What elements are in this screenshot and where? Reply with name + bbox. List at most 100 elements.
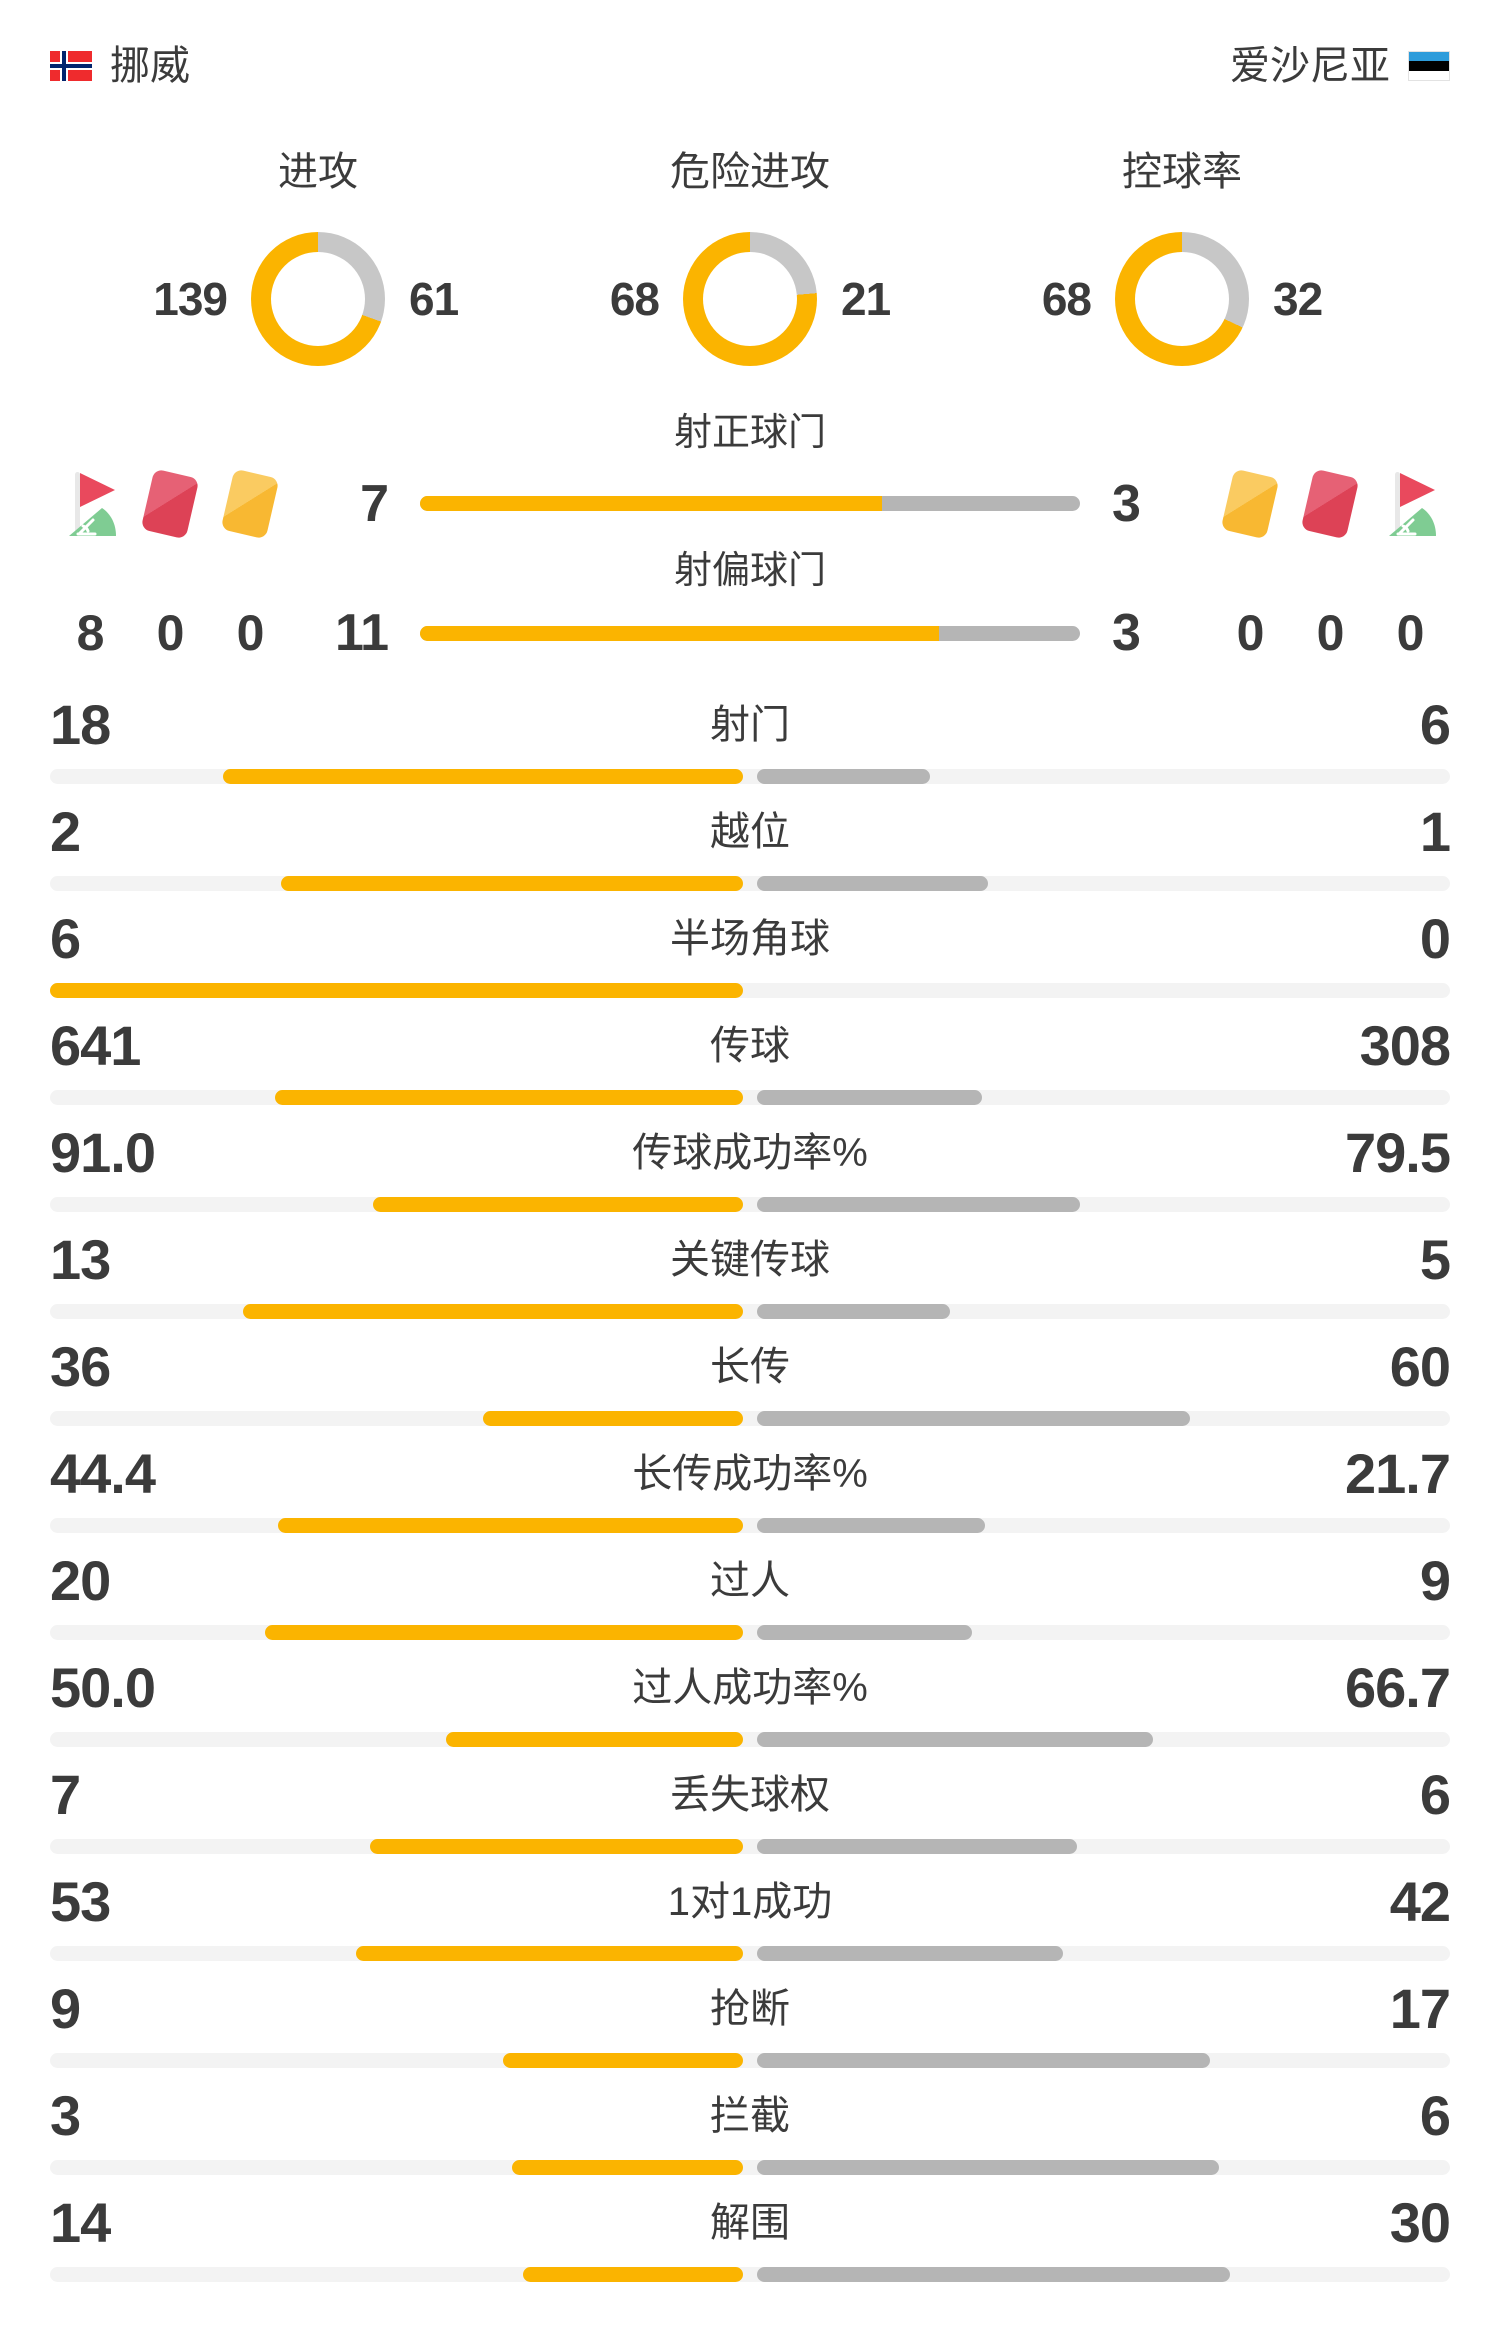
stat-label: 长传成功率% [632,1452,868,1496]
stat-away-bar [757,2160,1219,2175]
donut-hole [271,252,365,346]
donut-title: 控球率 [1122,150,1242,194]
donut-chart [251,232,385,366]
stat-bar-track [50,1411,1450,1426]
shots-on-target-bar [420,496,1080,511]
corner-flag-icon [1370,466,1450,542]
stat-away-bar [757,769,931,784]
stat-away-bar [757,2267,1230,2282]
stat-bar-track [50,2267,1450,2282]
donut-hole [1135,252,1229,346]
stat-away-value: 60 [1389,1335,1451,1398]
stats-list: 18 射门 6 2 越位 1 6 半场角球 0 [0,683,1500,2288]
header: 挪威 爱沙尼亚 [0,0,1500,86]
stat-home-bar [512,2160,743,2175]
away-team: 爱沙尼亚 [1230,46,1450,86]
stat-row: 2 越位 1 [0,790,1500,897]
stat-row: 20 过人 9 [0,1539,1500,1646]
stat-home-bar [522,2267,743,2282]
stat-away-bar [757,1197,1081,1212]
stat-home-bar [242,1304,743,1319]
stat-bar-track [50,1839,1450,1854]
shots-off-target-home: 11 [335,604,389,662]
home-team-name: 挪威 [110,44,190,88]
stat-away-value: 9 [1419,1549,1451,1612]
stat-bar-track [50,1518,1450,1533]
shots-off-target-bar-fill [420,625,939,641]
stat-away-value: 6 [1419,2084,1451,2147]
stat-label: 过人成功率% [632,1666,868,1710]
stat-row: 13 关键传球 5 [0,1218,1500,1325]
stat-label: 拦截 [710,2094,790,2138]
shots-on-target-title: 射正球门 [673,412,826,454]
stat-home-bar [483,1411,743,1426]
away-discipline-icons [1210,466,1450,542]
stat-home-value: 6 [50,907,81,970]
donut-home-value: 68 [1041,273,1092,325]
stat-home-value: 44.4 [50,1442,156,1505]
stat-home-bar [356,1946,743,1961]
home-discipline-icons [50,466,290,542]
norway-flag-icon [50,51,92,81]
stat-away-bar [757,1732,1154,1747]
home-red-cards-value: 0 [156,605,185,661]
stat-home-value: 2 [50,800,81,863]
stat-home-bar [369,1839,743,1854]
home-team: 挪威 [50,46,190,86]
donut-chart [1115,232,1249,366]
stat-label: 解围 [710,2201,790,2245]
donut-home-value: 139 [153,273,228,325]
stat-away-value: 0 [1419,907,1451,970]
stat-away-value: 42 [1389,1870,1451,1933]
stat-home-value: 18 [50,693,111,756]
corner-flag-icon [50,466,130,542]
stat-label: 越位 [710,810,790,854]
stat-label: 1对1成功 [667,1880,833,1924]
stat-away-value: 17 [1389,1977,1451,2040]
stat-home-value: 13 [50,1228,111,1291]
shots-off-target-title: 射偏球门 [673,549,826,592]
donut-away-value: 21 [841,273,891,325]
donut-title: 进攻 [278,150,358,194]
stat-row: 36 长传 60 [0,1325,1500,1432]
stat-row: 9 抢断 17 [0,1967,1500,2074]
stat-away-bar [757,1411,1191,1426]
stat-away-bar [757,2053,1211,2068]
stat-row: 44.4 长传成功率% 21.7 [0,1432,1500,1539]
donut-attacks: 进攻 139 61 [147,148,489,366]
stat-away-value: 1 [1419,800,1451,863]
stat-bar-track [50,769,1450,784]
estonia-flag-icon [1408,51,1450,81]
stat-away-value: 6 [1419,1763,1451,1826]
stat-home-bar [277,1518,743,1533]
away-yellow-cards-value: 0 [1236,605,1265,661]
yellow-card-icon [210,466,290,542]
stat-label: 长传 [710,1345,790,1389]
stat-home-bar [223,769,743,784]
stat-bar-track [50,876,1450,891]
stat-home-value: 641 [50,1014,141,1077]
stat-home-value: 14 [50,2191,111,2254]
stat-bar-track [50,1625,1450,1640]
stat-label: 丢失球权 [670,1773,830,1817]
stat-away-value: 6 [1419,693,1451,756]
stat-home-bar [373,1197,743,1212]
red-card-icon [1290,466,1370,542]
stat-home-value: 7 [50,1763,81,1826]
shots-on-target-home: 7 [360,474,389,533]
stat-label: 半场角球 [670,917,830,961]
donut-title: 危险进攻 [670,150,830,194]
red-card-icon [130,466,210,542]
donut-section: 进攻 139 61 危险进攻 68 21 控球率 68 32 [0,148,1500,366]
stat-away-bar [757,1090,982,1105]
stat-row: 641 传球 308 [0,1004,1500,1111]
stat-away-bar [757,1839,1077,1854]
stat-bar-track [50,1946,1450,1961]
donut-away-value: 61 [409,273,459,325]
stat-bar-track [50,2053,1450,2068]
stat-home-value: 36 [50,1335,111,1398]
stat-home-bar [274,1090,743,1105]
stat-label: 抢断 [710,1987,790,2031]
stat-home-value: 20 [50,1549,111,1612]
